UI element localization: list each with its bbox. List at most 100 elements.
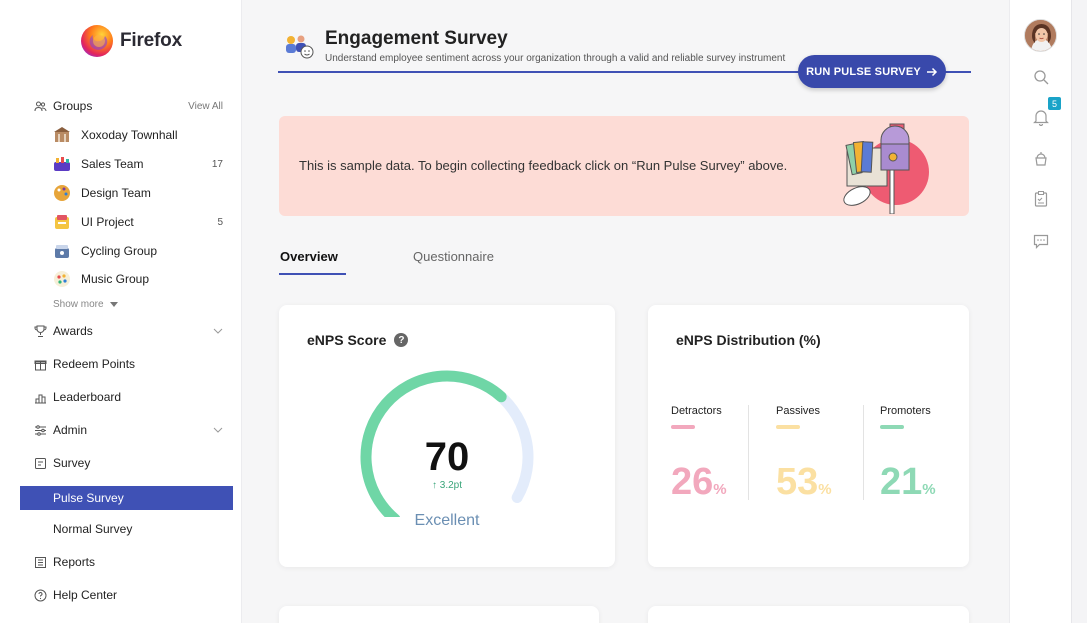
banner-text: This is sample data. To begin collecting… <box>299 158 788 173</box>
normal-survey-label: Normal Survey <box>53 522 133 536</box>
avatar[interactable] <box>1024 19 1057 52</box>
help-icon[interactable]: ? <box>394 333 409 347</box>
leaderboard-icon <box>34 391 47 404</box>
distribution-unit: % <box>922 481 936 498</box>
clipboard-icon[interactable] <box>1032 190 1050 208</box>
distribution-divider <box>863 405 864 500</box>
bell-icon[interactable] <box>1032 108 1050 126</box>
run-pulse-survey-label: RUN PULSE SURVEY <box>806 65 921 78</box>
sidebar-item-normal-survey[interactable]: Normal Survey <box>53 522 132 536</box>
firefox-logo-icon <box>81 25 113 57</box>
header-divider <box>278 71 971 73</box>
distribution-number: 26 <box>671 461 714 503</box>
distribution-marker <box>671 425 695 429</box>
sidebar-item-ui-project[interactable]: UI Project 5 <box>53 213 223 231</box>
music-group-icon <box>53 270 71 288</box>
brand-name: Firefox <box>120 30 182 51</box>
leaderboard-label: Leaderboard <box>53 390 122 404</box>
engagement-survey-icon <box>283 32 315 62</box>
tab-questionnaire[interactable]: Questionnaire <box>413 249 494 264</box>
enps-distribution-title: eNPS Distribution (%) <box>676 332 821 348</box>
distribution-label: Passives <box>776 405 821 417</box>
sidebar-item-help-center[interactable]: Help Center <box>34 588 223 602</box>
enps-gauge <box>360 370 534 517</box>
arrow-right-icon <box>926 67 937 76</box>
group-label: Music Group <box>81 272 150 286</box>
sidebar-item-design-team[interactable]: Design Team <box>53 184 223 202</box>
trophy-icon <box>34 325 47 338</box>
redeem-label: Redeem Points <box>53 357 136 371</box>
groups-icon <box>34 100 47 113</box>
view-all-link[interactable]: View All <box>188 100 223 112</box>
page-title: Engagement Survey <box>325 28 508 49</box>
sidebar: Firefox Groups View All Xoxoday Townhall… <box>0 0 242 623</box>
caret-down-icon <box>109 301 118 307</box>
group-count: 17 <box>211 158 223 170</box>
show-more-label: Show more <box>53 299 104 310</box>
chat-icon[interactable] <box>1032 232 1050 250</box>
distribution-number: 21 <box>880 461 923 503</box>
sidebar-item-music-group[interactable]: Music Group <box>53 270 223 288</box>
enps-score-title: eNPS Score ? <box>307 332 409 348</box>
sample-data-banner: This is sample data. To begin collecting… <box>279 116 969 216</box>
distribution-detractors: Detractors 26% <box>671 405 727 503</box>
distribution-passives: Passives 53% <box>776 405 832 503</box>
page-subtitle: Understand employee sentiment across you… <box>325 53 786 64</box>
distribution-value: 21% <box>880 461 936 504</box>
sidebar-groups-header: Groups View All <box>34 99 223 113</box>
sidebar-item-admin[interactable]: Admin <box>34 423 223 437</box>
group-label: Sales Team <box>81 157 144 171</box>
cake-icon[interactable] <box>1032 149 1050 167</box>
notification-badge: 5 <box>1048 97 1061 110</box>
survey-label: Survey <box>53 456 91 470</box>
reports-icon <box>34 556 47 569</box>
sidebar-item-survey[interactable]: Survey <box>34 456 223 470</box>
ui-project-icon <box>53 213 71 231</box>
sidebar-item-awards[interactable]: Awards <box>34 324 223 338</box>
brand[interactable]: Firefox <box>80 24 182 58</box>
townhall-icon <box>53 126 71 144</box>
tab-overview[interactable]: Overview <box>280 249 338 264</box>
admin-label: Admin <box>53 423 88 437</box>
help-circle-icon <box>34 589 47 602</box>
cycling-group-icon <box>53 242 71 260</box>
distribution-value: 26% <box>671 461 727 504</box>
next-card-right <box>648 606 969 623</box>
show-more-button[interactable]: Show more <box>53 299 118 310</box>
search-icon[interactable] <box>1032 68 1050 86</box>
group-label: Xoxoday Townhall <box>81 128 178 142</box>
sidebar-item-redeem-points[interactable]: Redeem Points <box>34 357 223 371</box>
sidebar-item-cycling-group[interactable]: Cycling Group <box>53 242 223 260</box>
scrollbar[interactable] <box>1071 0 1087 623</box>
enps-score-value: 70 <box>424 435 470 479</box>
chevron-down-icon <box>213 328 223 334</box>
enps-rating: Excellent <box>414 512 480 529</box>
chevron-down-icon <box>213 427 223 433</box>
next-card-left <box>279 606 599 623</box>
group-label: UI Project <box>81 215 134 229</box>
sidebar-item-xoxoday-townhall[interactable]: Xoxoday Townhall <box>53 126 223 144</box>
gift-icon <box>34 358 47 371</box>
enps-score-label: eNPS Score <box>307 332 387 348</box>
distribution-number: 53 <box>776 461 819 503</box>
pulse-survey-label: Pulse Survey <box>53 491 124 505</box>
survey-icon <box>34 457 47 470</box>
sales-team-icon <box>53 155 71 173</box>
sidebar-item-reports[interactable]: Reports <box>34 555 223 569</box>
sidebar-item-pulse-survey[interactable]: Pulse Survey <box>20 486 233 510</box>
gauge-fill <box>360 370 507 517</box>
distribution-value: 53% <box>776 461 832 504</box>
distribution-promoters: Promoters 21% <box>880 405 936 503</box>
run-pulse-survey-button[interactable]: RUN PULSE SURVEY <box>798 55 946 88</box>
sidebar-item-sales-team[interactable]: Sales Team 17 <box>53 155 223 173</box>
enps-score-delta: ↑ 3.2pt <box>431 480 463 491</box>
distribution-unit: % <box>818 481 832 498</box>
distribution-marker <box>880 425 904 429</box>
design-team-icon <box>53 184 71 202</box>
tab-active-indicator <box>279 273 346 275</box>
distribution-label: Promoters <box>880 405 931 417</box>
sidebar-item-leaderboard[interactable]: Leaderboard <box>34 390 223 404</box>
sliders-icon <box>34 424 47 437</box>
group-count: 5 <box>217 216 223 228</box>
main-content: Engagement Survey Understand employee se… <box>243 0 1009 623</box>
